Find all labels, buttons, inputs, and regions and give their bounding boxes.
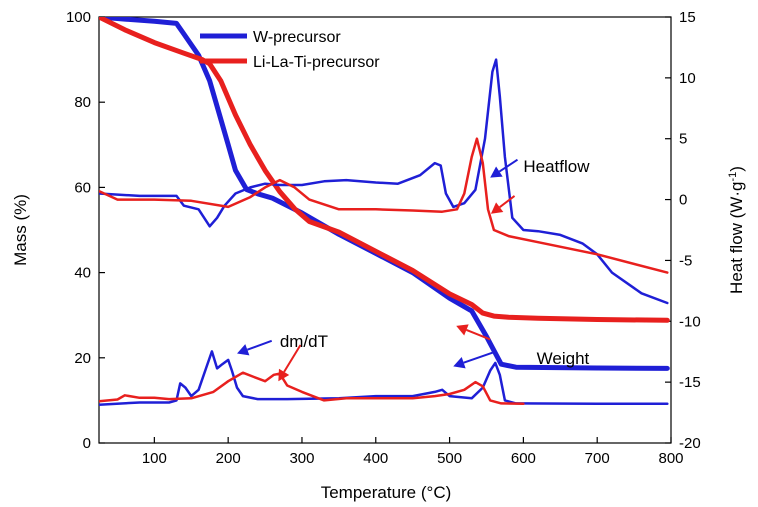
y2-tick-label: 15 (679, 9, 696, 26)
x-tick-label: 500 (437, 450, 462, 467)
annotation-label: dm/dT (280, 332, 328, 351)
y2-tick-label: 5 (679, 131, 687, 148)
x-tick-label: 200 (216, 450, 241, 467)
y2-tick-label: -15 (679, 374, 701, 391)
y2-axis-title: Heat flow (W·g-1) (727, 166, 746, 294)
y-tick-label: 100 (66, 9, 91, 26)
y2-tick-label: -20 (679, 435, 701, 452)
y-tick-label: 60 (74, 179, 91, 196)
y2-tick-label: -5 (679, 252, 692, 269)
y2-tick-label: 0 (679, 192, 687, 209)
annotation-label: Weight (537, 349, 590, 368)
x-tick-label: 800 (658, 450, 683, 467)
legend-label-lilati: Li-La-Ti-precursor (253, 54, 380, 71)
y-axis-title: Mass (%) (11, 194, 30, 266)
y-tick-label: 0 (83, 435, 91, 452)
y2-tick-label: 10 (679, 70, 696, 87)
x-axis-title: Temperature (°C) (321, 483, 452, 502)
plot-area (99, 17, 671, 443)
x-tick-label: 300 (289, 450, 314, 467)
y-tick-label: 40 (74, 265, 91, 282)
y-tick-label: 20 (74, 350, 91, 367)
x-tick-label: 100 (142, 450, 167, 467)
annotation-label: Heatflow (523, 157, 590, 176)
y-tick-label: 80 (74, 94, 91, 111)
x-tick-label: 400 (363, 450, 388, 467)
legend-label-w: W-precursor (253, 29, 341, 46)
x-tick-label: 700 (585, 450, 610, 467)
y2-tick-label: -10 (679, 313, 701, 330)
x-tick-label: 600 (511, 450, 536, 467)
